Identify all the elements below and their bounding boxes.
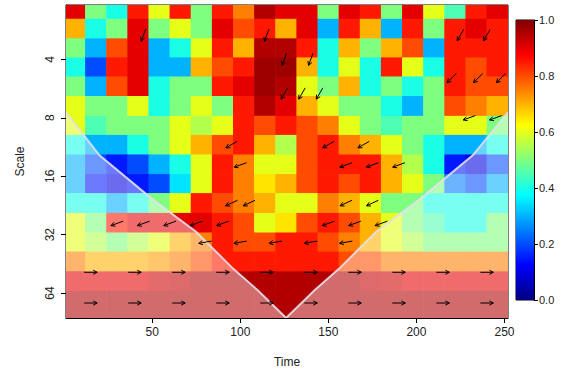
svg-text:0.6: 0.6 <box>539 126 554 138</box>
svg-text:0.8: 0.8 <box>539 70 554 82</box>
svg-text:Time: Time <box>274 355 301 369</box>
svg-text:32: 32 <box>43 228 57 242</box>
svg-text:250: 250 <box>494 325 514 339</box>
svg-text:50: 50 <box>146 325 160 339</box>
svg-text:64: 64 <box>43 286 57 300</box>
svg-text:100: 100 <box>230 325 250 339</box>
svg-text:1.0: 1.0 <box>539 14 554 26</box>
svg-text:16: 16 <box>43 169 57 183</box>
svg-text:8: 8 <box>43 114 57 121</box>
svg-text:200: 200 <box>406 325 426 339</box>
svg-text:0.4: 0.4 <box>539 182 554 194</box>
svg-text:0.2: 0.2 <box>539 238 554 250</box>
svg-text:4: 4 <box>43 56 57 63</box>
svg-text:150: 150 <box>318 325 338 339</box>
svg-text:0.0: 0.0 <box>539 294 554 306</box>
svg-text:Scale: Scale <box>13 146 27 176</box>
